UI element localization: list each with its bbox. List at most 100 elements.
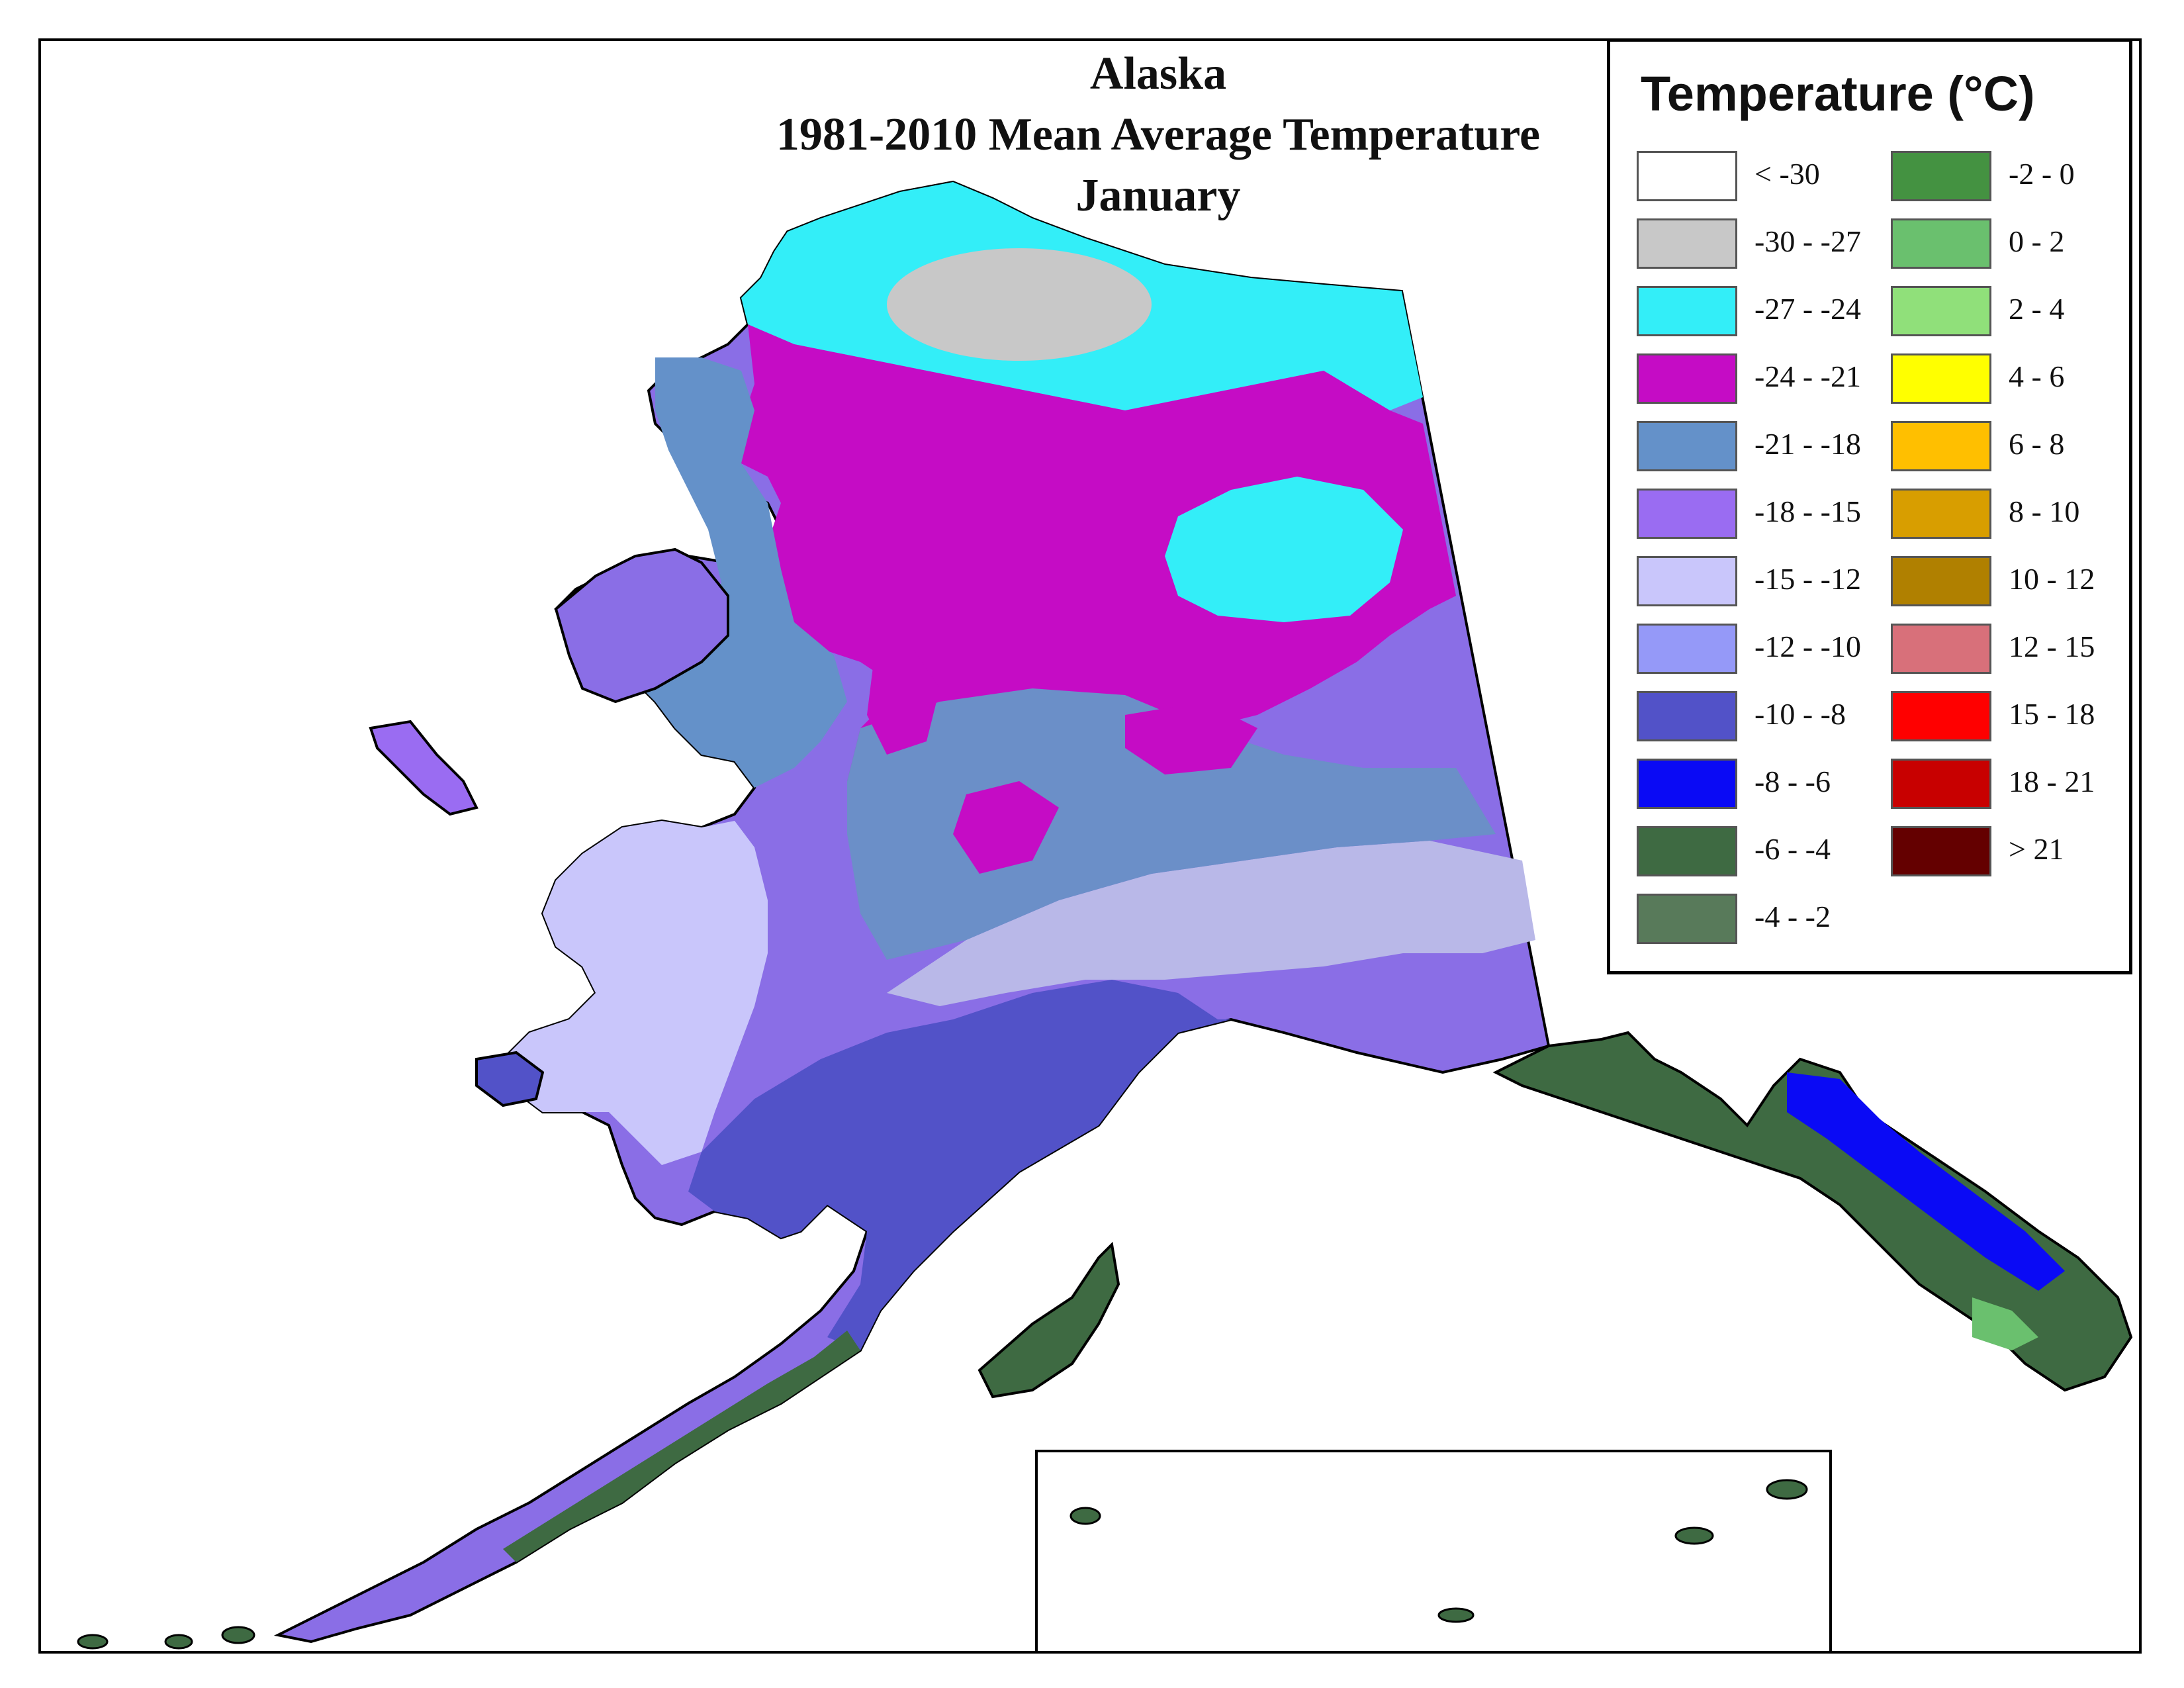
legend-item: -18 - -15 (1637, 489, 1862, 541)
legend-item: -2 - 0 (1891, 151, 2116, 204)
interior-steelblue (847, 688, 1496, 960)
interior-magenta-3 (1125, 702, 1257, 774)
legend-label: 4 - 6 (2009, 359, 2065, 393)
legend-label: 2 - 4 (2009, 292, 2065, 326)
legend-swatch (1637, 556, 1737, 606)
title-line-1: Alaska (1089, 48, 1227, 99)
legend-item: 10 - 12 (1891, 556, 2116, 609)
kodiak-island (978, 1241, 1120, 1399)
legend-label: -12 - -10 (1754, 630, 1861, 663)
interior-cyan (1165, 477, 1403, 622)
legend-item: 18 - 21 (1891, 759, 2116, 812)
legend-swatch (1891, 286, 1991, 336)
legend-swatch (1891, 151, 1991, 201)
legend-label: -8 - -6 (1754, 765, 1831, 798)
legend-swatch (1637, 151, 1737, 201)
legend-label: -27 - -24 (1754, 292, 1861, 326)
legend-label: -15 - -12 (1754, 562, 1861, 596)
nunivak-island (475, 1051, 545, 1107)
legend-swatch (1637, 286, 1737, 336)
legend-swatch (1637, 624, 1737, 674)
seward-peninsula (554, 547, 729, 704)
legend-swatch (1637, 421, 1737, 471)
aleutian-island (1674, 1526, 1714, 1545)
legend-swatch (1637, 894, 1737, 944)
temperature-legend: Temperature (°C) < -30 -30 - -27 -27 - -24… (1607, 38, 2132, 974)
legend-item: -4 - -2 (1637, 894, 1862, 947)
legend-label: 0 - 2 (2009, 224, 2065, 258)
legend-label: 12 - 15 (2009, 630, 2095, 663)
st-lawrence-island (369, 720, 478, 816)
legend-label: 10 - 12 (2009, 562, 2095, 596)
alaska-range-pale (887, 841, 1535, 1006)
legend-swatch (1891, 556, 1991, 606)
aleutian-island (1069, 1507, 1101, 1525)
legend-item: -6 - -4 (1637, 826, 1862, 879)
aleutian-inset-frame (1035, 1450, 1832, 1654)
aleutian-island (164, 1634, 193, 1650)
legend-title: Temperature (°C) (1641, 66, 2035, 121)
legend-label: -30 - -27 (1754, 224, 1861, 258)
legend-label: -10 - -8 (1754, 697, 1846, 731)
legend-item: 2 - 4 (1891, 286, 2116, 339)
north-slope-grey (887, 248, 1152, 361)
legend-label: 15 - 18 (2009, 697, 2095, 731)
interior-magenta-2 (953, 781, 1059, 874)
legend-swatch (1891, 691, 1991, 741)
legend-swatch (1891, 759, 1991, 809)
legend-label: -21 - -18 (1754, 427, 1861, 461)
legend-item: -12 - -10 (1637, 624, 1862, 677)
legend-item: -21 - -18 (1637, 421, 1862, 474)
legend-item: > 21 (1891, 826, 2116, 879)
legend-item: 4 - 6 (1891, 353, 2116, 406)
legend-label: < -30 (1754, 157, 1820, 191)
legend-swatch (1637, 826, 1737, 876)
legend-swatch (1891, 826, 1991, 876)
legend-item: -10 - -8 (1637, 691, 1862, 744)
legend-item: -30 - -27 (1637, 218, 1862, 271)
legend-item: 8 - 10 (1891, 489, 2116, 541)
legend-label: 18 - 21 (2009, 765, 2095, 798)
legend-label: > 21 (2009, 832, 2064, 866)
legend-swatch (1637, 691, 1737, 741)
legend-item: 15 - 18 (1891, 691, 2116, 744)
legend-swatch (1891, 421, 1991, 471)
title-line-2: 1981-2010 Mean Average Temperature (776, 109, 1541, 160)
legend-item: 0 - 2 (1891, 218, 2116, 271)
delta-lavender (503, 821, 768, 1165)
peninsula-green (503, 1331, 860, 1562)
legend-label: -18 - -15 (1754, 494, 1861, 528)
map-title: Alaska 1981-2010 Mean Average Temperatur… (662, 44, 1655, 226)
legend-item: 6 - 8 (1891, 421, 2116, 474)
aleutian-island (1437, 1607, 1475, 1623)
aleutian-island (1766, 1479, 1808, 1500)
panhandle-blue (1787, 1072, 2065, 1291)
title-line-3: January (1075, 170, 1241, 221)
aleutian-island (221, 1626, 255, 1644)
legend-item: 12 - 15 (1891, 624, 2116, 677)
legend-item: -8 - -6 (1637, 759, 1862, 812)
legend-swatch (1891, 353, 1991, 404)
legend-item: < -30 (1637, 151, 1862, 204)
panhandle-green (1972, 1297, 2038, 1350)
legend-swatch (1637, 759, 1737, 809)
legend-label: -4 - -2 (1754, 900, 1831, 933)
legend-item: -24 - -21 (1637, 353, 1862, 406)
legend-swatch (1891, 218, 1991, 269)
legend-label: -24 - -21 (1754, 359, 1861, 393)
legend-item: -27 - -24 (1637, 286, 1862, 339)
western-steelblue (629, 357, 847, 788)
legend-swatch (1637, 353, 1737, 404)
legend-swatch (1637, 489, 1737, 539)
aleutian-island (77, 1634, 109, 1650)
interior-magenta-1 (867, 649, 940, 755)
legend-label: 6 - 8 (2009, 427, 2065, 461)
legend-swatch (1891, 624, 1991, 674)
legend-swatch (1637, 218, 1737, 269)
legend-label: 8 - 10 (2009, 494, 2080, 528)
south-blue (688, 980, 1231, 1350)
legend-label: -2 - 0 (2009, 157, 2075, 191)
legend-swatch (1891, 489, 1991, 539)
legend-item: -15 - -12 (1637, 556, 1862, 609)
